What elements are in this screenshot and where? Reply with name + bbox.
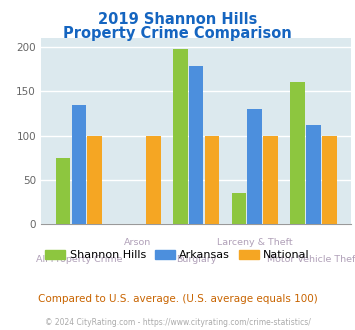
Bar: [306, 125, 321, 224]
Bar: [247, 109, 262, 224]
Bar: [87, 136, 102, 224]
Text: 2019 Shannon Hills: 2019 Shannon Hills: [98, 12, 257, 26]
Bar: [204, 136, 219, 224]
Text: Burglary: Burglary: [176, 255, 216, 264]
Bar: [173, 50, 188, 224]
Legend: Shannon Hills, Arkansas, National: Shannon Hills, Arkansas, National: [45, 250, 310, 260]
Text: Larceny & Theft: Larceny & Theft: [217, 238, 293, 247]
Text: © 2024 CityRating.com - https://www.cityrating.com/crime-statistics/: © 2024 CityRating.com - https://www.city…: [45, 318, 310, 327]
Bar: [189, 66, 203, 224]
Bar: [231, 193, 246, 224]
Text: Compared to U.S. average. (U.S. average equals 100): Compared to U.S. average. (U.S. average …: [38, 294, 317, 304]
Bar: [322, 136, 337, 224]
Bar: [56, 158, 70, 224]
Text: Property Crime Comparison: Property Crime Comparison: [63, 26, 292, 41]
Text: Motor Vehicle Theft: Motor Vehicle Theft: [267, 255, 355, 264]
Bar: [72, 105, 86, 224]
Bar: [290, 82, 305, 224]
Bar: [146, 136, 161, 224]
Text: Arson: Arson: [124, 238, 151, 247]
Text: All Property Crime: All Property Crime: [36, 255, 122, 264]
Bar: [263, 136, 278, 224]
